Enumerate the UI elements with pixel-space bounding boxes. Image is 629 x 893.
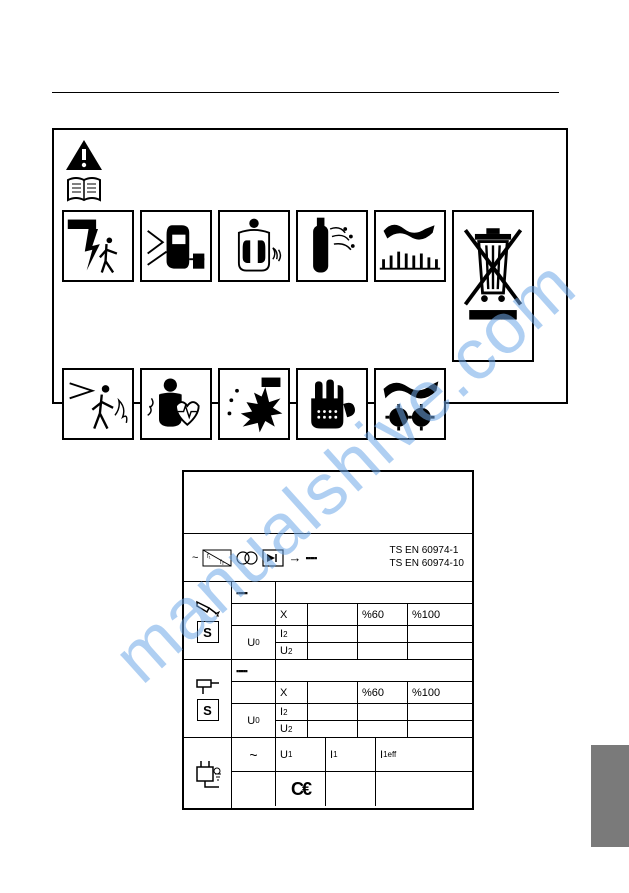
moving-parts-icon xyxy=(374,368,446,440)
electrode-torch-icon xyxy=(195,598,221,618)
plate-header-blank xyxy=(184,472,472,534)
fire-hazard-icon xyxy=(62,368,134,440)
hot-surface-icon xyxy=(374,210,446,282)
u0-label-2: U0 xyxy=(232,704,276,737)
gloves-icon xyxy=(296,368,368,440)
duty-60-label-2: %60 xyxy=(358,682,408,703)
plate-standards-row: ~ f₁ f₂ → ▪▪▪▪▪ TS EN 60974-1 TS EN 6097… xyxy=(184,534,472,582)
fumes-lungs-icon xyxy=(218,210,290,282)
i1eff-label: I1eff xyxy=(376,738,472,771)
explosion-icon xyxy=(218,368,290,440)
duty-x-label: X xyxy=(276,604,308,625)
dc-dots: ▪▪▪▪▪ xyxy=(305,553,316,563)
rating-grid-1: S ▪▪▪▪▪ X %60 %100 U0 xyxy=(184,582,472,660)
coil-icon xyxy=(236,549,258,567)
u0-label: U0 xyxy=(232,626,276,659)
welding-mask-icon xyxy=(140,210,212,282)
u2-label: U2 xyxy=(276,643,308,659)
i2-label-2: I2 xyxy=(276,704,308,720)
i2-label: I2 xyxy=(276,626,308,642)
rating-mains-row: ~ U1 I1 I1eff C€ xyxy=(184,738,472,808)
svg-text:f₁: f₁ xyxy=(207,554,211,560)
read-manual-icon xyxy=(64,174,104,204)
warning-triangle-icon xyxy=(64,138,104,172)
dc-dots-cell: ▪▪▪▪▪ xyxy=(236,588,247,598)
rectifier-icon xyxy=(262,549,284,567)
i1-label: I1 xyxy=(326,738,376,771)
ce-mark: C€ xyxy=(276,772,326,806)
arrow-symbol: → xyxy=(288,550,301,565)
pacemaker-icon xyxy=(140,368,212,440)
rating-plate: ~ f₁ f₂ → ▪▪▪▪▪ TS EN 60974-1 TS EN 6097… xyxy=(182,470,474,810)
hazard-row-2 xyxy=(62,368,558,440)
duty-100-label-2: %100 xyxy=(408,682,472,703)
ac-tilde: ~ xyxy=(232,738,276,771)
electric-shock-icon xyxy=(62,210,134,282)
duty-100-label: %100 xyxy=(408,604,472,625)
u2-label-2: U2 xyxy=(276,721,308,737)
s-symbol-box-2: S xyxy=(197,699,219,721)
tilde-symbol: ~ xyxy=(192,552,198,564)
duty-60-label: %60 xyxy=(358,604,408,625)
s-symbol-box: S xyxy=(197,621,219,643)
weee-bin-icon xyxy=(452,210,534,362)
dc-dots-cell-2: ▪▪▪▪▪ xyxy=(236,666,247,676)
tig-torch-icon xyxy=(195,676,221,696)
safety-panel xyxy=(52,128,568,404)
rating-grid-2: S ▪▪▪▪▪ X %60 %100 U0 xyxy=(184,660,472,738)
header-rule xyxy=(52,92,559,93)
mains-plug-icon xyxy=(191,757,225,789)
svg-text:f₂: f₂ xyxy=(220,560,225,566)
gas-cylinder-icon xyxy=(296,210,368,282)
standards-text: TS EN 60974-1 TS EN 60974-10 xyxy=(384,545,465,570)
top-warning-icons xyxy=(64,138,558,204)
page-side-tab xyxy=(591,745,629,847)
u1-label: U1 xyxy=(276,738,326,771)
duty-x-label-2: X xyxy=(276,682,308,703)
hazard-row-1 xyxy=(62,210,558,362)
transformer-block-icon: f₁ f₂ xyxy=(202,547,232,569)
